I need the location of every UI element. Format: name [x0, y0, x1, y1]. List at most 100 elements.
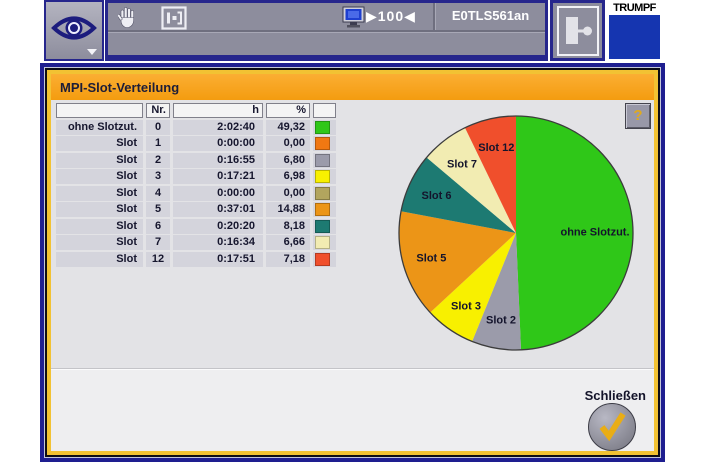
color-swatch — [315, 120, 330, 134]
panel-border-gold — [47, 70, 658, 455]
column-header[interactable]: h — [173, 103, 263, 118]
pie-slice-label: Slot 7 — [447, 159, 477, 171]
slot-time-cell: 0:37:01 — [173, 202, 263, 217]
slot-name-cell: Slot — [56, 152, 143, 168]
slot-nr-cell: 4 — [146, 185, 170, 201]
machine-id-label: E0TLS561an — [451, 8, 530, 23]
slot-percent-cell: 6,66 — [266, 235, 310, 250]
pie-outline — [398, 115, 634, 351]
color-swatch — [315, 186, 330, 200]
slot-time-cell: 0:00:00 — [173, 185, 263, 201]
panel-titlebar: MPI-Slot-Verteilung — [51, 74, 654, 100]
view-eye-button[interactable] — [44, 0, 104, 61]
slot-name-cell: Slot — [56, 185, 143, 201]
slot-percent-cell: 0,00 — [266, 185, 310, 201]
table-row[interactable]: Slot 4 0:00:00 0,00 — [56, 185, 336, 201]
column-header[interactable]: Nr. — [146, 103, 170, 118]
color-swatch — [315, 137, 330, 150]
color-swatch — [315, 219, 330, 233]
slot-name-cell: ohne Slotzut. — [56, 119, 143, 135]
table-row[interactable]: Slot 7 0:16:34 6,66 — [56, 235, 336, 250]
footer-area — [51, 369, 654, 451]
slot-percent-cell: 49,32 — [266, 119, 310, 135]
pie-slice[interactable] — [472, 233, 521, 350]
slot-name-cell: Slot — [56, 251, 143, 267]
slot-nr-cell: 7 — [146, 235, 170, 250]
color-swatch — [315, 203, 330, 216]
panel-title: MPI-Slot-Verteilung — [60, 79, 180, 95]
slot-color-cell — [313, 185, 336, 201]
exit-button[interactable] — [550, 0, 605, 61]
pie-slice[interactable] — [401, 157, 516, 233]
pie-slice-label: Slot 2 — [486, 315, 516, 327]
slot-color-cell — [313, 218, 336, 234]
eye-icon — [51, 14, 97, 47]
slot-nr-cell: 0 — [146, 119, 170, 135]
slot-color-cell — [313, 202, 336, 217]
slot-percent-cell: 0,00 — [266, 136, 310, 151]
slot-color-cell — [313, 136, 336, 151]
pie-slice-label: Slot 12 — [478, 142, 514, 154]
panel-border-mid — [44, 67, 661, 458]
pie-slice[interactable] — [398, 211, 516, 313]
column-header[interactable] — [313, 103, 336, 118]
slot-distribution-pie-chart: ohne Slotzut. Slot 2 Slot 3 Slot 5 Slot 6 Slo… — [398, 115, 634, 351]
pie-slice[interactable] — [430, 233, 516, 342]
close-confirm-button[interactable] — [588, 403, 636, 451]
slot-percent-cell: 14,88 — [266, 202, 310, 217]
trumpf-logo-text: TRUMPF — [613, 2, 656, 14]
slot-percent-cell: 6,98 — [266, 169, 310, 184]
slot-nr-cell: 6 — [146, 218, 170, 234]
slot-nr-cell: 2 — [146, 152, 170, 168]
mpi-slot-dialog — [40, 63, 665, 462]
slot-nr-cell: 3 — [146, 169, 170, 184]
pie-slice[interactable] — [516, 116, 633, 350]
dropdown-arrow-icon — [87, 49, 97, 55]
slot-name-cell: Slot — [56, 218, 143, 234]
pie-slice-label: Slot 6 — [422, 190, 452, 202]
slot-name-cell: Slot — [56, 235, 143, 250]
slot-time-cell: 0:17:51 — [173, 251, 263, 267]
hand-mode-icon — [118, 5, 138, 30]
monitor-icon — [342, 5, 365, 30]
slot-color-cell — [313, 119, 336, 135]
color-swatch — [315, 170, 330, 183]
status-toolbar: ▶100◀ E0TLS561an — [105, 0, 548, 61]
column-header[interactable]: % — [266, 103, 310, 118]
slot-name-cell: Slot — [56, 202, 143, 217]
table-row[interactable]: Slot 3 0:17:21 6,98 — [56, 169, 336, 184]
toolbar-separator — [433, 3, 436, 30]
exit-icon — [556, 5, 599, 56]
pie-slice-label: ohne Slotzut. — [560, 226, 629, 238]
close-label: Schließen — [584, 388, 646, 403]
trumpf-logo-mark — [609, 15, 660, 59]
table-row[interactable]: Slot 1 0:00:00 0,00 — [56, 136, 336, 151]
help-button[interactable]: ? — [625, 103, 651, 129]
pie-slice[interactable] — [464, 116, 516, 233]
slot-percent-cell: 8,18 — [266, 218, 310, 234]
table-row[interactable]: Slot 12 0:17:51 7,18 — [56, 251, 336, 267]
table-row[interactable]: Slot 2 0:16:55 6,80 — [56, 152, 336, 168]
pie-slice[interactable] — [426, 127, 516, 233]
toolbar-divider — [108, 30, 545, 33]
slot-nr-cell: 1 — [146, 136, 170, 151]
slot-time-cell: 0:17:21 — [173, 169, 263, 184]
slot-color-cell — [313, 169, 336, 184]
slot-name-cell: Slot — [56, 169, 143, 184]
slot-color-cell — [313, 235, 336, 250]
column-header[interactable] — [56, 103, 143, 118]
table-row[interactable]: Slot 6 0:20:20 8,18 — [56, 218, 336, 234]
slot-time-cell: 0:00:00 — [173, 136, 263, 151]
slot-percent-cell: 7,18 — [266, 251, 310, 267]
slot-time-cell: 0:16:55 — [173, 152, 263, 168]
slot-time-cell: 0:20:20 — [173, 218, 263, 234]
color-swatch — [315, 153, 330, 167]
pie-slice-label: Slot 5 — [416, 252, 446, 264]
table-row[interactable]: ohne Slotzut. 0 2:02:40 49,32 — [56, 119, 336, 135]
table-header-row: Nr. h% — [56, 103, 336, 118]
table-row[interactable]: Slot 5 0:37:01 14,88 — [56, 202, 336, 217]
slot-name-cell: Slot — [56, 136, 143, 151]
slot-color-cell — [313, 251, 336, 267]
slot-table: Nr. h% ohne Slotzut. 0 2:02:40 49,32 Slot 1 0:00… — [56, 103, 336, 268]
